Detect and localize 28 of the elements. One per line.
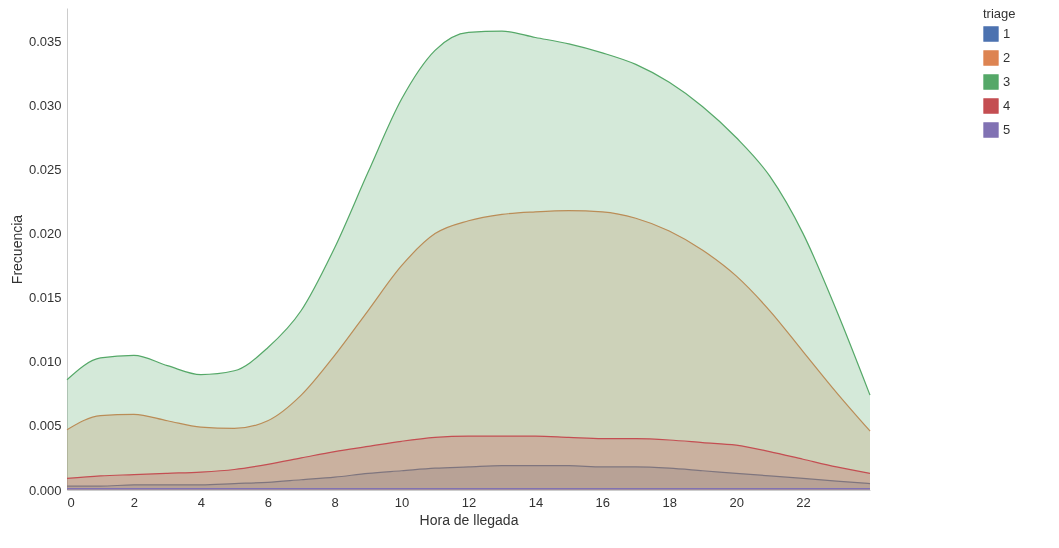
y-tick-label: 0.000 — [28, 482, 62, 498]
y-tick-label: 0.005 — [28, 418, 62, 434]
y-tick-label: 0.025 — [28, 162, 62, 178]
y-axis-title: Frecuencia — [8, 214, 25, 285]
x-tick-label: 20 — [729, 494, 744, 510]
y-tick-label: 0.035 — [28, 33, 62, 49]
x-tick-label: 18 — [662, 494, 677, 510]
x-tick-label: 6 — [264, 494, 272, 510]
legend-label: 2 — [1003, 50, 1011, 65]
x-tick-label: 10 — [394, 494, 410, 510]
x-tick-label: 14 — [528, 494, 544, 510]
legend-label: 3 — [1003, 74, 1011, 89]
y-tick-label: 0.030 — [28, 97, 62, 113]
y-tick-label: 0.020 — [28, 226, 62, 242]
x-tick-label: 0 — [67, 494, 75, 510]
x-tick-label: 16 — [595, 494, 611, 510]
x-tick-label: 4 — [197, 494, 205, 510]
x-tick-label: 8 — [331, 494, 339, 510]
legend-label: 4 — [1003, 98, 1011, 113]
legend-label: 5 — [1003, 122, 1011, 137]
y-tick-label: 0.010 — [28, 354, 62, 370]
legend-label: 1 — [1003, 26, 1011, 41]
x-tick-label: 2 — [130, 494, 139, 510]
y-tick-label: 0.015 — [28, 290, 62, 306]
x-tick-label: 22 — [796, 494, 811, 510]
legend-title: triage — [983, 6, 1016, 21]
x-tick-label: 12 — [461, 494, 477, 510]
x-axis-title: Hora de llegada — [419, 511, 519, 528]
